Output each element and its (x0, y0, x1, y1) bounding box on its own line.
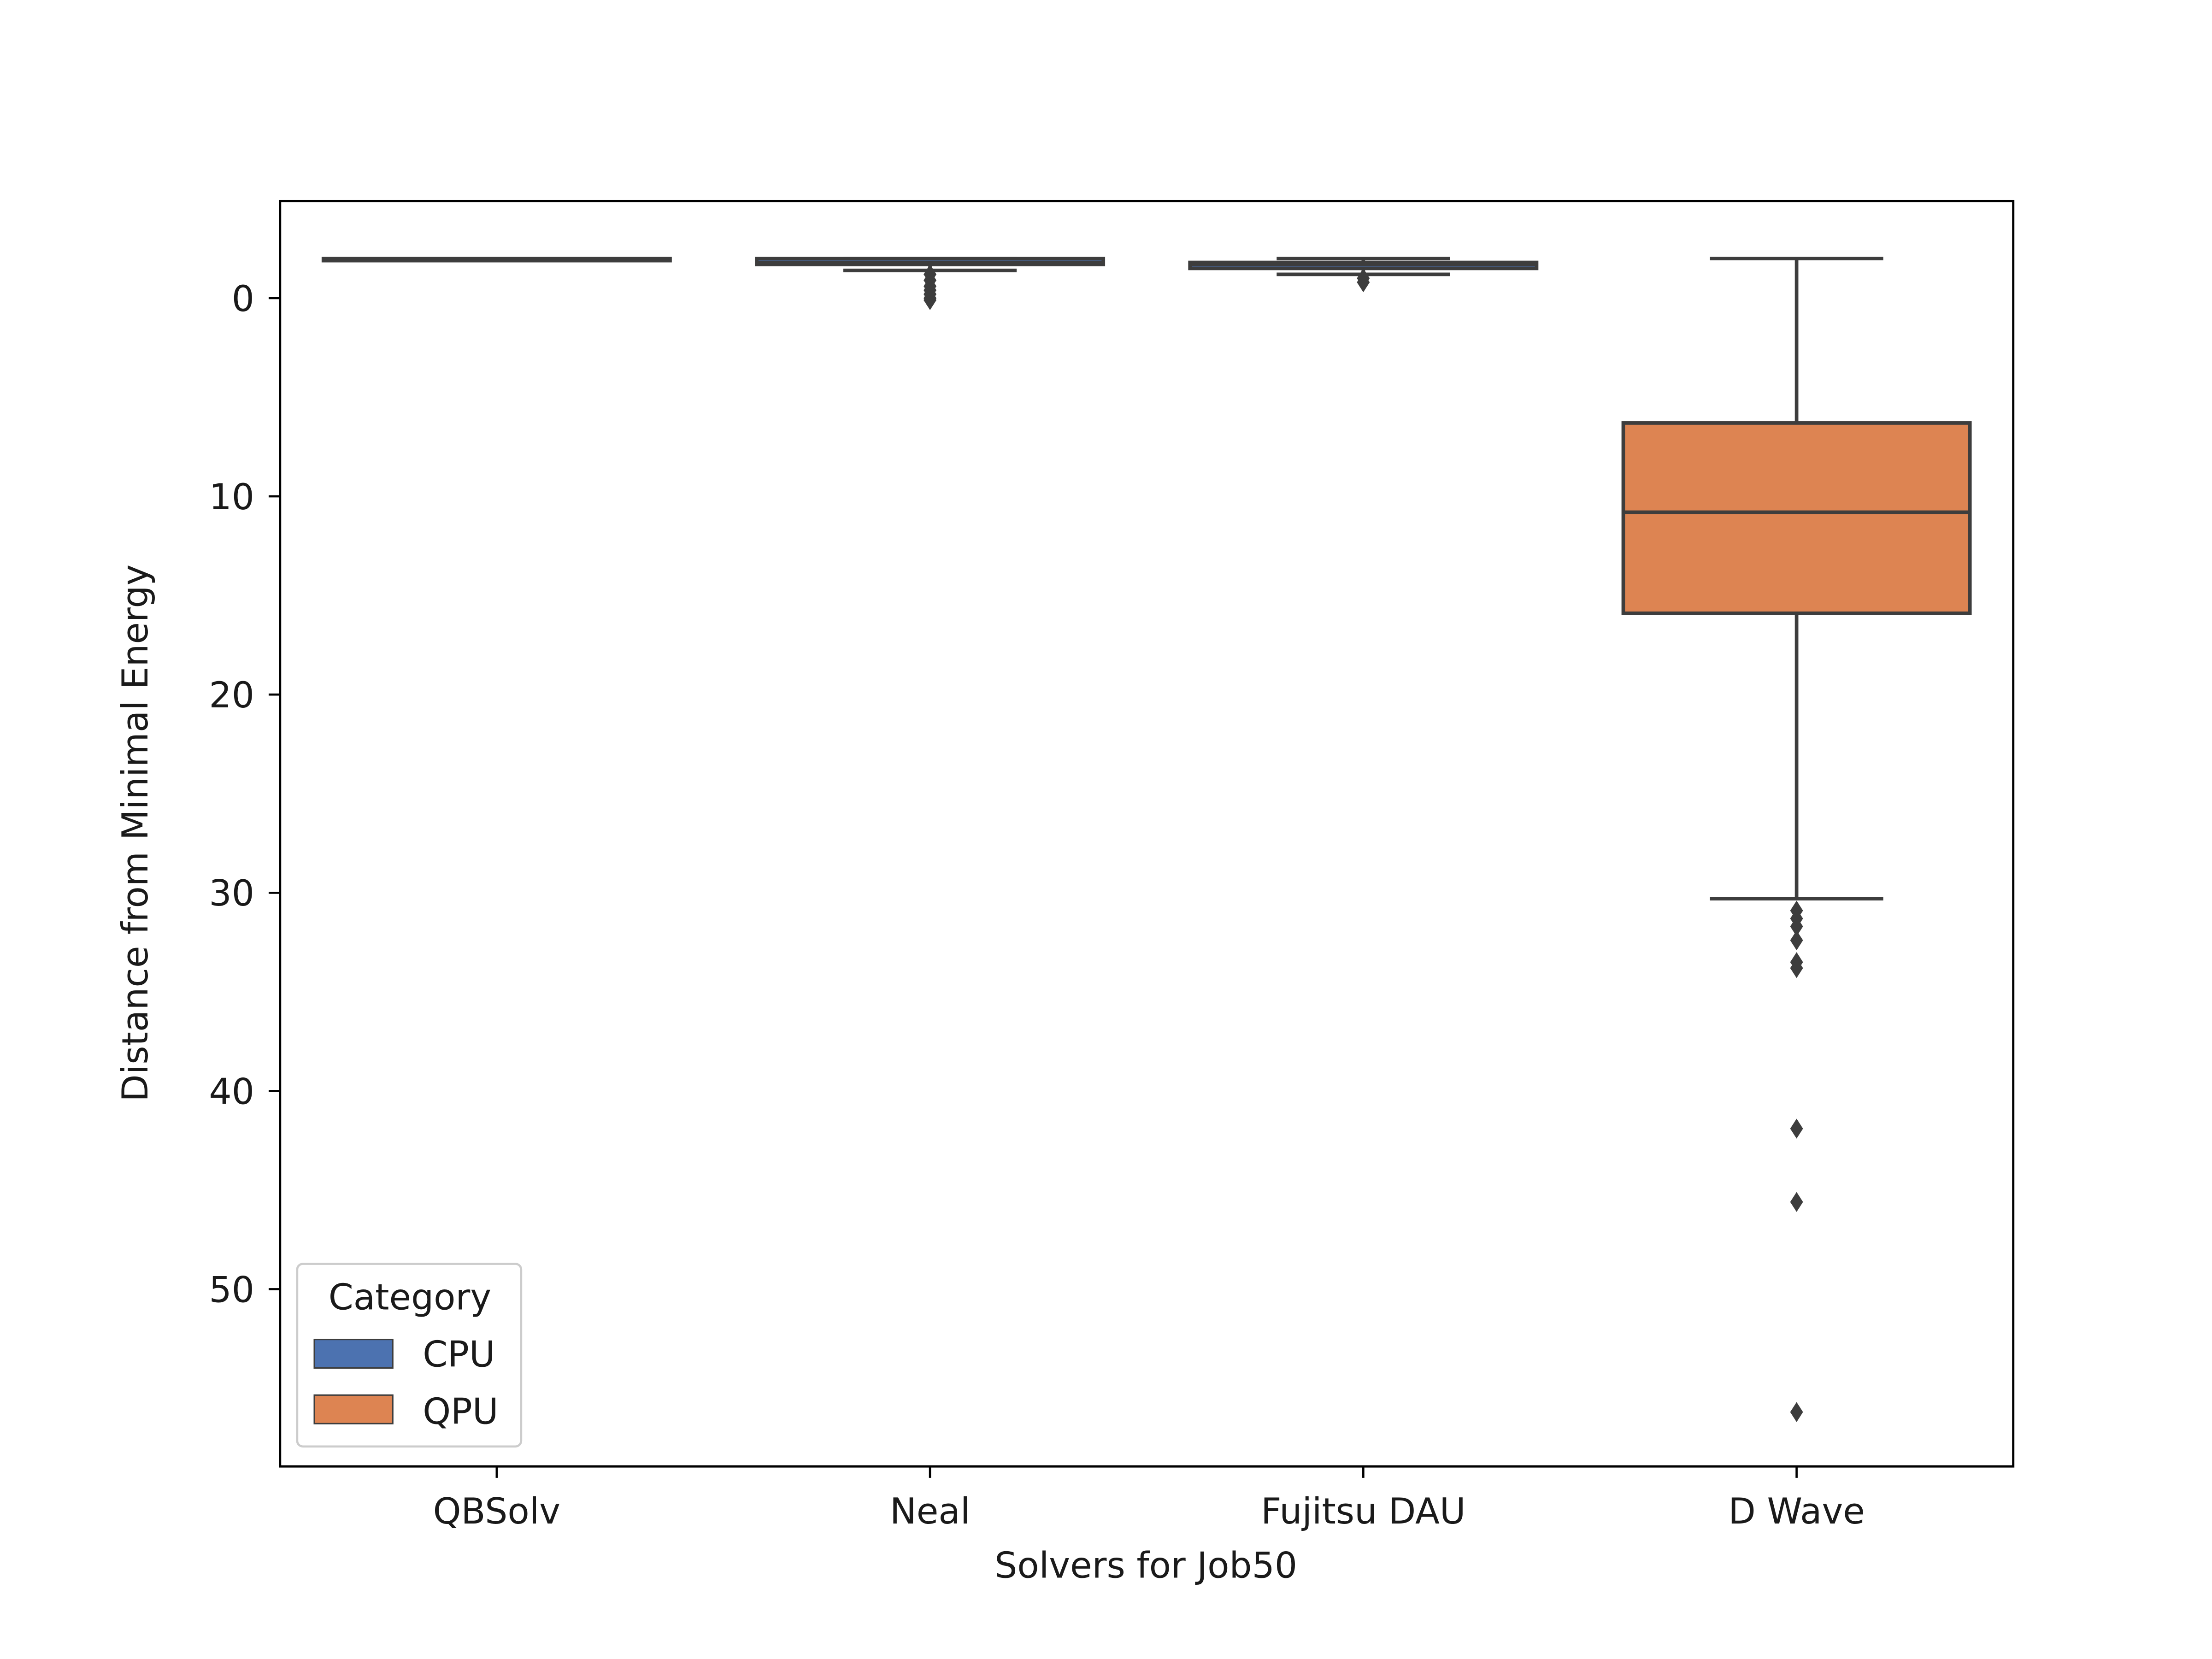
y-tick-label: 20 (209, 675, 254, 716)
x-tick-label: Neal (890, 1491, 970, 1532)
y-tick-label: 10 (209, 477, 254, 518)
outlier-point-fujitsu-dau (1357, 272, 1370, 293)
y-tick-label: 40 (209, 1071, 254, 1112)
y-tick-label: 50 (209, 1269, 254, 1311)
y-tick-label: 30 (209, 873, 254, 914)
box-group-neal (755, 257, 1106, 310)
outlier-point-neal (924, 290, 937, 310)
x-tick-label: Fujitsu DAU (1261, 1491, 1465, 1532)
x-axis: QBSolv Neal Fujitsu DAU D Wave (433, 1466, 1865, 1532)
y-tick-label: 0 (232, 278, 254, 320)
legend: Category CPU QPU (296, 1263, 523, 1448)
box-group-d-wave (1621, 257, 1972, 1422)
legend-title: Category (329, 1277, 491, 1318)
outlier-point-d-wave (1790, 916, 1803, 937)
plot-frame (279, 200, 2015, 1468)
boxes-layer (321, 257, 1972, 1422)
legend-label-qpu: QPU (423, 1391, 498, 1432)
x-tick-label: QBSolv (433, 1491, 560, 1532)
legend-label-cpu: CPU (423, 1334, 495, 1375)
y-axis: 0 10 20 30 40 50 (209, 278, 280, 1311)
x-tick-label: D Wave (1728, 1491, 1865, 1532)
legend-swatch-qpu (313, 1394, 394, 1424)
x-axis-label: Solvers for Job50 (994, 1545, 1297, 1587)
legend-swatch-cpu (313, 1339, 394, 1369)
box-d-wave (1621, 421, 1972, 615)
box-group-qbsolv (321, 257, 672, 263)
box-group-fujitsu-dau (1188, 257, 1539, 293)
y-axis-label: Distance from Minimal Energy (115, 565, 156, 1102)
